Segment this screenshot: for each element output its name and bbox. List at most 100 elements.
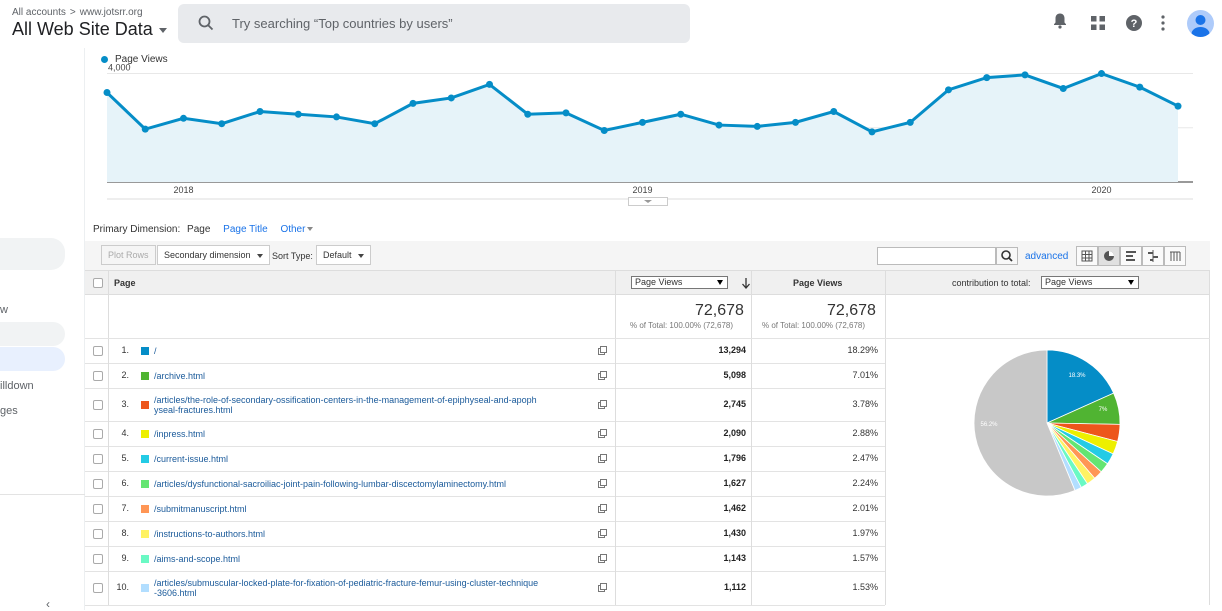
view-comparison-button[interactable] — [1142, 246, 1164, 266]
nav-item-selected[interactable] — [0, 347, 65, 371]
left-nav: w illdown ges — [0, 48, 85, 610]
data-point — [256, 108, 264, 116]
pie-chart-icon — [1104, 251, 1114, 261]
plot-rows-button[interactable]: Plot Rows — [101, 245, 156, 265]
sort-descending-icon[interactable] — [741, 277, 751, 289]
comparison-icon — [1148, 250, 1158, 262]
column-header-page[interactable]: Page — [114, 278, 136, 288]
view-table-button[interactable] — [1076, 246, 1098, 266]
row-pageviews: 1,112 — [723, 582, 746, 592]
search-placeholder: Try searching “Top countries by users” — [232, 16, 453, 31]
select-all-checkbox[interactable] — [93, 278, 103, 288]
open-in-new-icon[interactable] — [598, 345, 607, 355]
row-checkbox[interactable] — [93, 528, 103, 539]
nav-item-highlight[interactable] — [0, 238, 65, 270]
row-checkbox[interactable] — [93, 553, 103, 564]
nav-item-highlight[interactable] — [0, 322, 65, 346]
open-in-new-icon[interactable] — [598, 428, 607, 438]
row-number: 8. — [121, 527, 129, 538]
data-point — [868, 128, 876, 136]
row-checkbox[interactable] — [93, 503, 103, 514]
chart-resize-handle[interactable] — [628, 197, 668, 206]
row-percent: 1.97% — [852, 527, 878, 538]
row-checkbox[interactable] — [93, 428, 103, 439]
row-checkbox[interactable] — [93, 399, 103, 410]
table-toolbar: Plot Rows Secondary dimension Sort Type:… — [85, 241, 1210, 270]
row-checkbox[interactable] — [93, 345, 103, 356]
view-pivot-button[interactable] — [1164, 246, 1186, 266]
breadcrumb-separator: > — [69, 7, 76, 18]
nav-item-label[interactable]: illdown — [0, 380, 34, 392]
data-table: Page Page Views Page Views contribution … — [85, 270, 1210, 606]
contribution-select[interactable]: Page Views — [1041, 276, 1139, 289]
breadcrumb-site[interactable]: www.jotsrr.org — [79, 7, 143, 18]
row-checkbox[interactable] — [93, 583, 103, 593]
open-in-new-icon[interactable] — [598, 503, 607, 513]
sort-type-dropdown[interactable]: Default — [316, 245, 371, 265]
row-percent: 1.57% — [852, 552, 878, 563]
row-checkbox[interactable] — [93, 478, 103, 489]
x-tick-label: 2018 — [174, 185, 194, 195]
row-pageviews: 5,098 — [723, 369, 746, 380]
help-icon[interactable]: ? — [1125, 14, 1143, 32]
contribution-select-value: Page Views — [1045, 277, 1093, 287]
column-header-pageviews[interactable]: Page Views — [793, 278, 843, 288]
apps-grid-icon[interactable] — [1090, 15, 1106, 31]
bell-icon[interactable] — [1052, 12, 1068, 30]
metric-select[interactable]: Page Views — [631, 276, 728, 289]
row-divider — [85, 363, 885, 364]
page-link[interactable]: /submitmanuscript.html — [154, 503, 247, 514]
table-filter-input[interactable] — [877, 247, 996, 265]
open-in-new-icon[interactable] — [598, 528, 607, 538]
column-divider — [108, 270, 109, 605]
row-divider — [85, 496, 885, 497]
data-point — [945, 86, 952, 94]
page-link[interactable]: /aims-and-scope.html — [154, 553, 241, 564]
row-checkbox[interactable] — [93, 453, 103, 464]
open-in-new-icon[interactable] — [598, 453, 607, 463]
total-pageviews-percent: % of Total: 100.00% (72,678) — [630, 321, 734, 330]
page-link[interactable]: /articles/submuscular-locked-plate-for-f… — [154, 578, 538, 598]
nav-item-label[interactable]: ges — [0, 405, 18, 417]
secondary-dimension-dropdown[interactable]: Secondary dimension — [157, 245, 270, 265]
page-link[interactable]: /archive.html — [154, 370, 206, 381]
filter-search-button[interactable] — [996, 247, 1018, 265]
data-point — [830, 108, 838, 116]
open-in-new-icon[interactable] — [598, 370, 607, 380]
page-link[interactable]: /articles/dysfunctional-sacroiliac-joint… — [154, 478, 506, 489]
collapse-nav-icon[interactable]: ‹ — [46, 597, 50, 611]
row-number: 1. — [121, 344, 129, 355]
data-point — [753, 122, 761, 130]
pie-slice-label: 18.3% — [1068, 373, 1086, 379]
avatar[interactable] — [1187, 10, 1214, 37]
more-vert-icon[interactable] — [1160, 15, 1166, 31]
open-in-new-icon[interactable] — [598, 583, 607, 592]
open-in-new-icon[interactable] — [598, 399, 607, 409]
view-selector[interactable]: All Web Site Data — [12, 19, 167, 40]
page-path-continued: yseal-fractures.html — [154, 404, 233, 415]
dimension-page-title[interactable]: Page Title — [223, 224, 268, 235]
search-icon — [1001, 250, 1013, 262]
top-bar: All accounts > www.jotsrr.org All Web Site… — [0, 0, 1222, 48]
page-link[interactable]: /inpress.html — [154, 428, 206, 439]
page-link[interactable]: /current-issue.html — [154, 453, 229, 464]
breadcrumb-all-accounts[interactable]: All accounts — [12, 7, 66, 18]
advanced-filter-link[interactable]: advanced — [1025, 251, 1069, 262]
legend-label: Page Views — [115, 54, 168, 65]
page-link[interactable]: / — [154, 345, 157, 356]
contribution-pie-chart: 18.3% 7% 56.2% — [973, 349, 1121, 497]
page-link[interactable]: /articles/the-role-of-secondary-ossifica… — [154, 395, 537, 415]
page-link[interactable]: /instructions-to-authors.html — [154, 528, 266, 539]
view-percentage-button[interactable] — [1098, 246, 1120, 266]
nav-divider — [0, 494, 85, 495]
view-performance-button[interactable] — [1120, 246, 1142, 266]
open-in-new-icon[interactable] — [598, 553, 607, 563]
row-checkbox[interactable] — [93, 370, 103, 381]
search-bar[interactable]: Try searching “Top countries by users” — [178, 4, 690, 43]
row-divider — [85, 446, 885, 447]
nav-item-label[interactable]: w — [0, 304, 8, 316]
dimension-other[interactable]: Other — [280, 224, 314, 235]
breadcrumb[interactable]: All accounts > www.jotsrr.org — [12, 7, 147, 18]
dimension-page[interactable]: Page — [187, 224, 211, 235]
open-in-new-icon[interactable] — [598, 478, 607, 488]
